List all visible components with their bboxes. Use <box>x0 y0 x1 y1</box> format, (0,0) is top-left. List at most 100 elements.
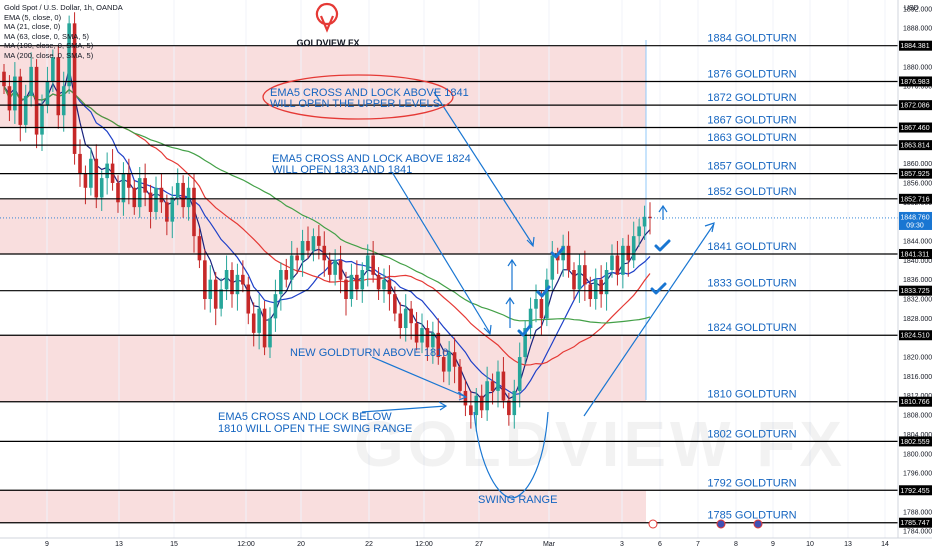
candle-body <box>306 240 310 251</box>
time-tick-label: 14 <box>881 541 889 548</box>
candle-body <box>300 240 305 261</box>
zone-layer <box>0 40 647 523</box>
candle-body <box>599 279 603 295</box>
price-tick-label: 1804.000 <box>903 432 932 439</box>
candle-body <box>523 328 527 358</box>
candle-body <box>441 357 446 372</box>
up-arrowhead-3 <box>658 204 668 213</box>
long-uptrend-arrow <box>583 223 715 417</box>
price-tick-label: 1820.000 <box>903 355 932 362</box>
price-badge <box>899 40 932 51</box>
goldturn-label: 1833 GOLDTURN <box>707 278 796 290</box>
goldturn-levels-layer: 1884 GOLDTURN 1876 GOLDTURN 1872 GOLDTURN 1… <box>0 33 898 524</box>
price-badge-text: 1785.747 <box>900 520 929 527</box>
price-tick-label: 1788.000 <box>903 509 932 516</box>
time-tick-label: 12:00 <box>415 541 433 548</box>
price-badge-text: 1876.983 <box>900 79 929 86</box>
time-tick-label: 13 <box>115 541 123 548</box>
event-icons <box>648 519 763 529</box>
candle-body <box>387 279 392 295</box>
goldturn-label: 1872 GOLDTURN <box>707 92 796 104</box>
check-marks <box>517 239 671 337</box>
candle-body <box>431 332 435 348</box>
candle-body <box>610 255 614 270</box>
check-icon <box>650 282 667 295</box>
candle-body <box>588 284 593 300</box>
candle-body <box>192 187 196 237</box>
indicator-ema5[interactable]: EMA (5, close, 0) <box>4 12 62 22</box>
arrowhead-swing-below <box>438 401 448 411</box>
goldturn-label: 1785 GOLDTURN <box>707 510 796 522</box>
candle-body <box>132 187 137 208</box>
goldturn-label: 1863 GOLDTURN <box>707 132 796 144</box>
time-tick-label: 15 <box>170 541 178 548</box>
indicator-ma63[interactable]: MA (63, close, 0, SMA, 5) <box>4 31 90 41</box>
candle-body <box>349 274 354 300</box>
annotation-shapes <box>361 91 715 499</box>
price-tick-label: 1828.000 <box>903 316 932 323</box>
price-badge <box>899 122 932 133</box>
us-flag-icon[interactable] <box>716 519 726 529</box>
time-tick-label: 3 <box>620 541 624 548</box>
candle-body <box>344 279 348 300</box>
candle-body <box>496 371 500 391</box>
candle-body <box>528 308 533 329</box>
candle-body <box>447 352 451 372</box>
arrowhead-1833-1841 <box>483 324 492 336</box>
candle-body <box>452 352 457 367</box>
price-tick-label: 1888.000 <box>903 26 932 33</box>
price-tick-label: 1816.000 <box>903 374 932 381</box>
candle-body <box>235 274 240 295</box>
price-tick-label: 1876.000 <box>903 84 932 91</box>
time-tick-label: 20 <box>297 541 305 548</box>
candle-body <box>311 236 316 251</box>
candle-body <box>116 182 120 203</box>
check-icon <box>517 324 532 337</box>
candle-body <box>566 245 571 270</box>
check-icon <box>536 285 551 298</box>
candle-body <box>268 318 272 348</box>
goldturn-label: 1852 GOLDTURN <box>707 186 796 198</box>
candle-body <box>534 299 538 309</box>
price-badge <box>899 330 932 341</box>
time-tick-label: 10 <box>806 541 814 548</box>
candle-body <box>99 178 104 198</box>
watermark-text: GOLDVIEW FX <box>354 408 846 480</box>
time-tick-label: 8 <box>734 541 738 548</box>
countdown-text: 09:30 <box>906 222 924 229</box>
grid-layer <box>46 0 886 538</box>
candle-body <box>219 289 223 309</box>
candle-body <box>94 158 99 198</box>
price-badge <box>899 485 932 496</box>
candle-body <box>371 255 375 275</box>
candle-body <box>165 202 169 222</box>
candle-body <box>40 105 44 135</box>
annotation-1824-line2: WILL OPEN 1833 AND 1841 <box>272 164 412 176</box>
price-tick-label: 1808.000 <box>903 413 932 420</box>
candle-body <box>474 395 479 416</box>
candle-body <box>615 255 620 275</box>
goldturn-label: 1810 GOLDTURN <box>707 389 796 401</box>
time-tick-label: 22 <box>365 541 373 548</box>
event-flag-icon[interactable] <box>648 519 658 529</box>
price-tick-label: 1880.000 <box>903 64 932 71</box>
us-flag-icon[interactable] <box>753 519 763 529</box>
candle-body <box>262 308 267 348</box>
indicator-ma200[interactable]: MA (200, close, 0, SMA, 5) <box>4 50 94 60</box>
candle-body <box>512 390 517 416</box>
price-badge <box>899 100 932 111</box>
candle-body <box>382 279 386 290</box>
price-badge <box>899 436 932 447</box>
candle-body <box>257 308 261 333</box>
candle-body <box>555 255 560 261</box>
candle-body <box>289 255 294 280</box>
indicator-ma100[interactable]: MA (100, close, 0, SMA, 5) <box>4 41 94 51</box>
arrowhead-long-uptrend <box>704 222 715 233</box>
candle-body <box>279 270 283 295</box>
candle-body <box>458 366 462 391</box>
check-icon <box>550 246 565 259</box>
time-tick-label: 9 <box>45 541 49 548</box>
indicator-ma21[interactable]: MA (21, close, 0) <box>4 22 61 32</box>
